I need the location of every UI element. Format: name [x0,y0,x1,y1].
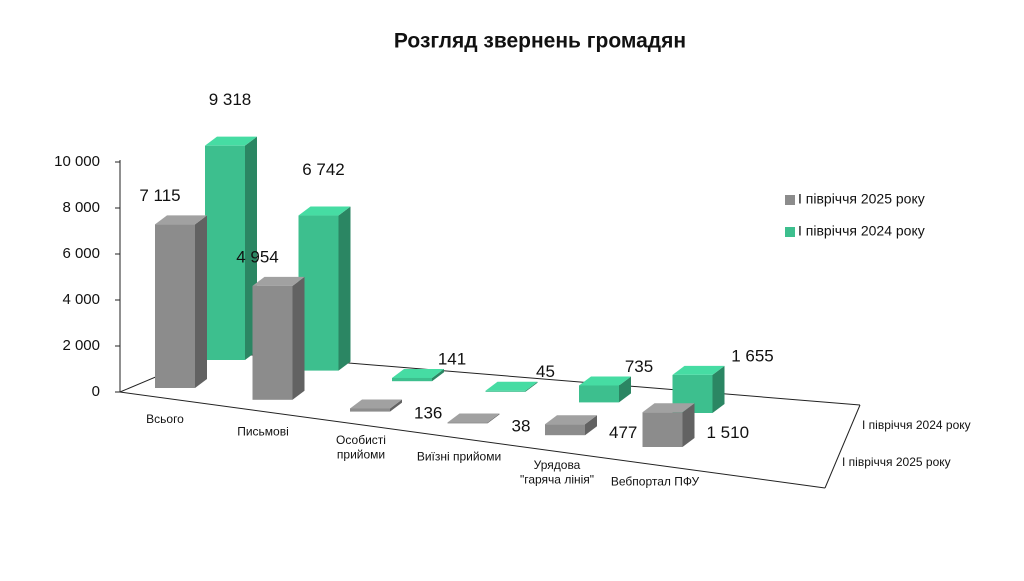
value-label: 136 [414,404,442,423]
bar [579,385,619,403]
legend-label: І півріччя 2024 року [798,223,925,239]
y-tick-label: 4 000 [62,291,100,308]
bar-side [390,399,402,412]
x-axis [119,391,826,489]
bar [350,408,390,412]
depth-label: І півріччя 2025 року [842,455,951,469]
x-tick-label: Особисті прийоми [336,433,386,461]
bar [252,285,293,400]
depth-label: І півріччя 2024 року [862,418,971,432]
bar-top [672,365,725,375]
x-tick-label: Урядова "гаряча лінія" [520,458,594,486]
y-tick-label: 8 000 [62,199,100,216]
value-label: 6 742 [302,160,345,179]
bar-top [545,415,597,425]
bar-side [195,215,207,388]
bar-side [682,403,695,447]
value-label: 1 655 [731,346,774,365]
bar-side [338,206,351,371]
x-tick-label: Виїзні прийоми [417,450,501,464]
bar-top [205,136,257,146]
y-tick-label: 6 000 [62,245,100,262]
bar [447,422,488,424]
bar-top [447,413,500,423]
value-label: 735 [625,357,653,376]
bar-top [579,376,631,386]
bar [642,412,683,447]
bar [155,224,195,388]
bar [485,390,526,392]
bar-side [712,365,725,413]
bar-top [642,403,695,413]
bar-side [585,415,597,436]
bar-top [392,368,444,378]
value-label: 7 115 [139,186,180,205]
depth-axis [824,404,861,489]
bar-top [155,215,207,225]
legend-swatch [785,227,795,237]
x-tick-label: Всього [146,412,184,426]
bar-side [619,376,631,403]
chart-title: Розгляд звернень громадян [394,30,686,53]
bar [545,424,585,436]
bar-top [298,206,351,216]
bar [205,145,245,360]
bar-side [525,381,538,392]
legend-swatch [785,195,795,205]
bar-side [432,368,444,382]
y-tick-label: 10 000 [54,153,100,170]
legend-label: І півріччя 2025 року [798,191,925,207]
value-label: 1 510 [707,423,750,442]
bar [298,215,339,371]
value-label: 4 954 [236,247,279,266]
bar-top [350,399,402,409]
y-tick-label: 2 000 [62,337,100,354]
value-label: 9 318 [209,90,252,109]
value-label: 141 [438,349,466,368]
value-label: 38 [512,416,531,435]
bar [392,377,432,382]
bar-side [487,413,500,424]
x-tick-label: Вебпортал ПФУ [611,475,700,489]
y-tick-label: 0 [92,383,100,400]
value-label: 45 [536,362,555,381]
value-label: 477 [609,423,637,442]
bar-side [292,276,305,400]
bar-top [485,381,538,391]
x-tick-label: Письмові [237,425,289,439]
bar-top [252,276,305,286]
